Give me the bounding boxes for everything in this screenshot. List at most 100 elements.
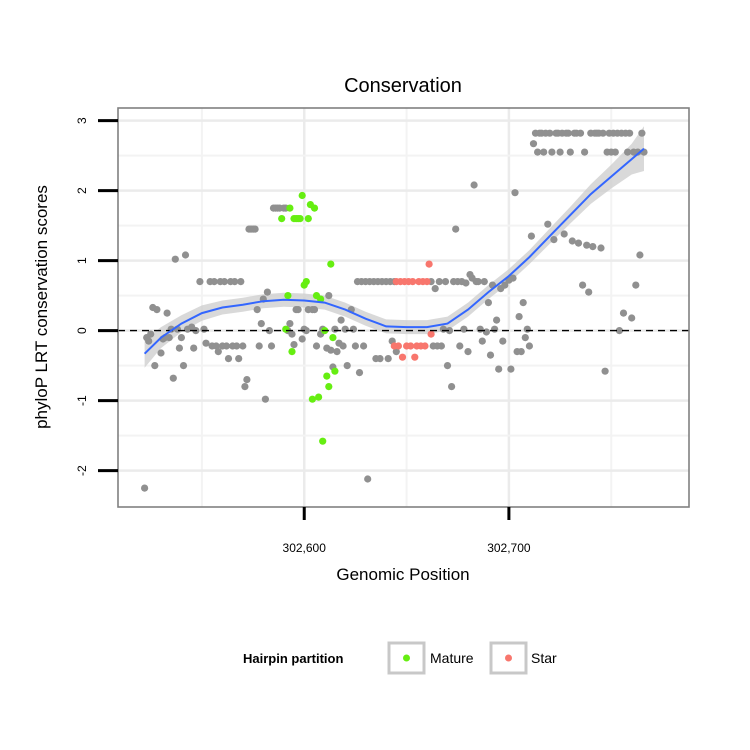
point-other-120 bbox=[445, 327, 454, 335]
point-other-87 bbox=[339, 342, 347, 350]
point-other-88 bbox=[341, 325, 349, 333]
point-other-98 bbox=[364, 475, 372, 483]
point-other-204 bbox=[619, 309, 628, 317]
point-other-25 bbox=[200, 325, 208, 333]
point-other-185 bbox=[581, 148, 589, 156]
point-other-140 bbox=[486, 351, 495, 359]
point-other-29 bbox=[210, 278, 218, 286]
point-other-116 bbox=[437, 342, 445, 350]
point-other-178 bbox=[566, 148, 574, 156]
point-mature-15 bbox=[310, 204, 319, 212]
point-other-202 bbox=[615, 327, 624, 335]
point-other-128 bbox=[462, 279, 470, 287]
point-star-9 bbox=[409, 278, 417, 286]
point-mature-23 bbox=[327, 260, 335, 268]
point-mature-1 bbox=[282, 325, 290, 333]
point-other-66 bbox=[288, 330, 296, 338]
point-other-110 bbox=[392, 348, 400, 356]
point-other-84 bbox=[333, 348, 341, 356]
point-other-206 bbox=[624, 148, 632, 156]
point-mature-9 bbox=[298, 191, 306, 200]
point-mature-19 bbox=[319, 437, 327, 445]
y-axis-label: phyloP LRT conservation scores bbox=[32, 185, 51, 429]
point-other-86 bbox=[337, 316, 345, 324]
point-other-34 bbox=[220, 278, 228, 286]
point-other-160 bbox=[529, 140, 538, 148]
point-other-194 bbox=[599, 129, 607, 137]
point-mature-18 bbox=[317, 295, 325, 303]
y-tick-label-4: 2 bbox=[75, 187, 89, 194]
y-tick-label-1: -1 bbox=[75, 395, 89, 406]
point-other-16 bbox=[175, 344, 183, 352]
point-other-144 bbox=[495, 365, 503, 373]
point-other-40 bbox=[233, 342, 241, 350]
point-other-24 bbox=[196, 278, 204, 286]
point-other-39 bbox=[231, 278, 239, 286]
point-other-106 bbox=[384, 355, 392, 363]
point-other-208 bbox=[628, 314, 636, 322]
point-mature-25 bbox=[331, 367, 339, 375]
point-other-154 bbox=[517, 348, 525, 356]
point-other-22 bbox=[190, 344, 198, 352]
point-other-200 bbox=[611, 148, 619, 156]
point-other-70 bbox=[298, 335, 306, 343]
point-other-7 bbox=[157, 349, 165, 357]
point-mature-3 bbox=[286, 204, 294, 212]
point-star-8 bbox=[407, 342, 415, 350]
point-other-159 bbox=[527, 232, 536, 240]
point-other-149 bbox=[507, 365, 515, 373]
point-other-153 bbox=[515, 313, 523, 321]
point-other-138 bbox=[482, 328, 490, 336]
point-other-134 bbox=[474, 278, 482, 286]
point-star-2 bbox=[394, 342, 402, 350]
point-other-67 bbox=[290, 341, 298, 349]
plot-panel-border bbox=[117, 107, 690, 508]
x-tick-label-1: 302,700 bbox=[487, 541, 531, 555]
point-mature-24 bbox=[329, 334, 337, 342]
point-mature-21 bbox=[323, 372, 331, 380]
point-other-13 bbox=[169, 374, 177, 382]
x-tick-label-0: 302,600 bbox=[283, 541, 327, 555]
point-other-187 bbox=[585, 288, 593, 296]
point-other-177 bbox=[564, 129, 572, 137]
point-star-16 bbox=[423, 278, 431, 286]
point-other-91 bbox=[349, 325, 357, 333]
point-other-65 bbox=[286, 320, 294, 328]
point-other-147 bbox=[501, 281, 509, 289]
point-other-103 bbox=[376, 355, 384, 363]
point-mature-11 bbox=[302, 278, 310, 286]
point-other-168 bbox=[546, 129, 554, 137]
point-other-36 bbox=[224, 355, 233, 363]
point-other-125 bbox=[456, 342, 464, 350]
point-other-167 bbox=[544, 220, 552, 228]
legend-key-star-dot bbox=[505, 654, 512, 662]
point-other-121 bbox=[448, 383, 456, 391]
point-mature-14 bbox=[308, 395, 316, 403]
point-other-184 bbox=[579, 281, 587, 289]
point-other-49 bbox=[251, 225, 259, 233]
point-other-162 bbox=[534, 148, 542, 156]
x-axis-label: Genomic Position bbox=[336, 565, 469, 584]
point-other-44 bbox=[241, 383, 249, 391]
smooth-trend-line bbox=[143, 147, 645, 355]
point-other-92 bbox=[351, 342, 359, 350]
point-other-139 bbox=[484, 299, 492, 307]
point-other-165 bbox=[540, 148, 548, 156]
point-other-143 bbox=[493, 316, 501, 324]
point-other-54 bbox=[261, 395, 269, 403]
point-other-75 bbox=[310, 306, 319, 314]
point-other-169 bbox=[548, 148, 556, 156]
point-mature-0 bbox=[278, 215, 286, 223]
point-other-18 bbox=[179, 362, 188, 370]
point-other-56 bbox=[265, 327, 273, 335]
point-other-10 bbox=[163, 309, 171, 317]
point-other-117 bbox=[439, 325, 447, 333]
point-mature-8 bbox=[296, 215, 304, 223]
point-other-179 bbox=[568, 237, 576, 245]
point-other-193 bbox=[597, 244, 605, 252]
point-other-170 bbox=[550, 236, 558, 244]
point-other-186 bbox=[583, 241, 591, 249]
y-tick-label-0: -2 bbox=[75, 465, 89, 476]
point-other-17 bbox=[177, 334, 185, 342]
